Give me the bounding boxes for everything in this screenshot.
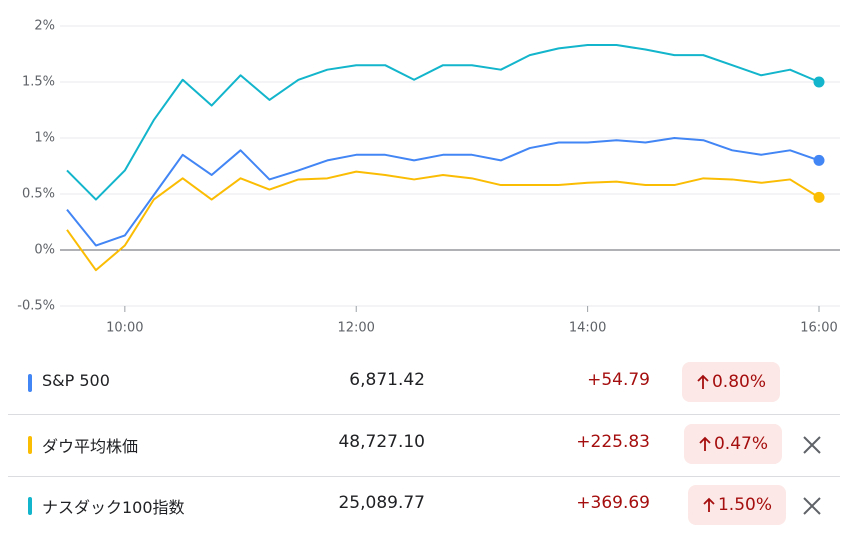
percent-pill: 1.50% xyxy=(688,485,786,525)
x-tick-label: 16:00 xyxy=(800,321,837,336)
legend-swatch xyxy=(28,497,32,515)
percent-pill: 0.80% xyxy=(682,362,780,402)
end-dot xyxy=(813,154,825,166)
x-tick-label: 14:00 xyxy=(569,321,606,336)
change: +54.79 xyxy=(587,370,650,390)
close-icon xyxy=(803,497,821,515)
up-arrow xyxy=(699,436,711,451)
price: 48,727.10 xyxy=(338,432,425,452)
index-name: S&P 500 xyxy=(42,371,110,390)
y-tick-label: 2% xyxy=(34,19,55,34)
chart: -0.5% 0% 0.5% 1% 1.5% 2% 10:00 12:00 14:00 16:00 xyxy=(17,19,840,336)
percent: 0.80% xyxy=(711,372,766,392)
y-tick-label: 1.5% xyxy=(22,75,55,90)
y-tick-label: 0.5% xyxy=(22,187,55,202)
y-tick-label: 0% xyxy=(34,243,55,258)
price: 25,089.77 xyxy=(338,493,425,513)
percent: 1.50% xyxy=(717,495,772,515)
up-arrow xyxy=(703,497,715,512)
legend-swatch xyxy=(28,374,32,392)
index-name: ダウ平均株価 xyxy=(42,437,139,456)
percent-pill: 0.47% xyxy=(684,424,782,464)
row-divider xyxy=(8,414,840,415)
remove-button[interactable] xyxy=(801,434,823,460)
x-tick-label: 10:00 xyxy=(106,321,143,336)
series-line xyxy=(66,44,820,201)
close-icon xyxy=(803,436,821,454)
index-name: ナスダック100指数 xyxy=(42,498,185,517)
legend-swatch xyxy=(28,436,32,454)
end-dot xyxy=(813,191,825,203)
table-row: S&P 500 6,871.42 +54.79 0.80% xyxy=(8,352,840,413)
table-row: ナスダック100指数 25,089.77 +369.69 1.50% xyxy=(8,475,840,536)
remove-button[interactable] xyxy=(801,495,823,521)
series-line xyxy=(66,137,820,247)
end-dot xyxy=(813,76,825,88)
up-arrow xyxy=(697,374,709,389)
table-row: ダウ平均株価 48,727.10 +225.83 0.47% xyxy=(8,414,840,475)
change: +369.69 xyxy=(576,493,650,513)
y-tick-label: -0.5% xyxy=(17,299,55,314)
row-divider xyxy=(8,476,840,477)
y-tick-label: 1% xyxy=(34,131,55,146)
percent: 0.47% xyxy=(713,434,768,454)
change: +225.83 xyxy=(576,432,650,452)
price: 6,871.42 xyxy=(349,370,425,390)
x-tick-label: 12:00 xyxy=(337,321,374,336)
series-line xyxy=(66,170,820,272)
